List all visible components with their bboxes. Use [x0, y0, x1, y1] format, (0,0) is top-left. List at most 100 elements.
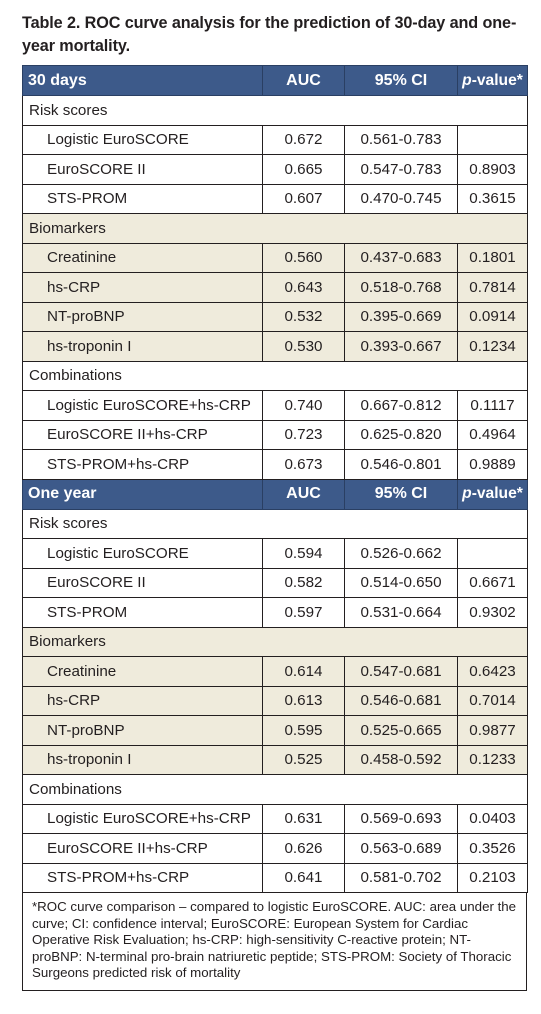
ci-header: 95% CI: [344, 65, 458, 96]
roc-table-body: 30 days AUC 95% CI p-value* Risk scores Logis…: [22, 65, 528, 893]
p-value: 0.7014: [457, 685, 528, 716]
ci-value: 0.437-0.683: [344, 242, 458, 273]
header-30-days: 30 days AUC 95% CI p-value*: [22, 65, 528, 96]
auc-value: 0.525: [262, 744, 345, 775]
p-italic: p: [462, 71, 472, 89]
table-row: Logistic EuroSCORE 0.672 0.561-0.783: [22, 124, 528, 155]
section-label: Risk scores: [22, 95, 528, 126]
table-row: STS-PROM 0.607 0.470-0.745 0.3615: [22, 183, 528, 214]
auc-value: 0.723: [262, 419, 345, 450]
predictor-name: NT-proBNP: [22, 715, 263, 746]
section-label: Biomarkers: [22, 213, 528, 244]
p-value: 0.1117: [457, 390, 528, 421]
predictor-name: hs-troponin I: [22, 744, 263, 775]
ci-value: 0.531-0.664: [344, 597, 458, 628]
section-row: Biomarkers: [22, 213, 528, 244]
section-row: Risk scores: [22, 95, 528, 126]
ci-value: 0.395-0.669: [344, 301, 458, 332]
ci-value: 0.546-0.681: [344, 685, 458, 716]
section-row: Combinations: [22, 360, 528, 391]
ci-value: 0.470-0.745: [344, 183, 458, 214]
table-row: NT-proBNP 0.595 0.525-0.665 0.9877: [22, 715, 528, 746]
p-value: 0.1233: [457, 744, 528, 775]
predictor-name: Logistic EuroSCORE: [22, 124, 263, 155]
p-value: 0.6671: [457, 567, 528, 598]
predictor-name: NT-proBNP: [22, 301, 263, 332]
table-row: EuroSCORE II+hs-CRP 0.723 0.625-0.820 0.496…: [22, 419, 528, 450]
ci-header: 95% CI: [344, 478, 458, 510]
table-row: Logistic EuroSCORE+hs-CRP 0.631 0.569-0.69…: [22, 803, 528, 834]
ci-value: 0.518-0.768: [344, 272, 458, 303]
auc-value: 0.597: [262, 597, 345, 628]
predictor-name: EuroSCORE II+hs-CRP: [22, 833, 263, 864]
header-one-year: One year AUC 95% CI p-value*: [22, 478, 528, 510]
predictor-name: EuroSCORE II: [22, 567, 263, 598]
table-row: EuroSCORE II 0.665 0.547-0.783 0.8903: [22, 154, 528, 185]
ci-value: 0.546-0.801: [344, 449, 458, 480]
p-value: 0.9889: [457, 449, 528, 480]
p-value-header: p-value*: [457, 478, 528, 510]
p-value-suffix: -value*: [471, 71, 523, 89]
auc-value: 0.595: [262, 715, 345, 746]
p-value: 0.9302: [457, 597, 528, 628]
predictor-name: Logistic EuroSCORE+hs-CRP: [22, 390, 263, 421]
predictor-name: STS-PROM: [22, 597, 263, 628]
ci-value: 0.547-0.681: [344, 656, 458, 687]
p-value: 0.2103: [457, 862, 528, 893]
predictor-name: hs-CRP: [22, 685, 263, 716]
p-value: 0.9877: [457, 715, 528, 746]
p-italic: p: [462, 485, 472, 502]
table-footnote: *ROC curve comparison – compared to logi…: [22, 893, 527, 991]
section-label: Combinations: [22, 360, 528, 391]
p-value: 0.0403: [457, 803, 528, 834]
predictor-name: STS-PROM: [22, 183, 263, 214]
auc-value: 0.665: [262, 154, 345, 185]
ci-value: 0.569-0.693: [344, 803, 458, 834]
ci-value: 0.514-0.650: [344, 567, 458, 598]
section-label: Biomarkers: [22, 626, 528, 657]
p-value: 0.6423: [457, 656, 528, 687]
auc-value: 0.740: [262, 390, 345, 421]
auc-header: AUC: [262, 478, 345, 510]
p-value: [457, 124, 528, 155]
section-row: Risk scores: [22, 508, 528, 539]
auc-value: 0.532: [262, 301, 345, 332]
ci-value: 0.458-0.592: [344, 744, 458, 775]
table-row: Logistic EuroSCORE+hs-CRP 0.740 0.667-0.81…: [22, 390, 528, 421]
ci-value: 0.526-0.662: [344, 538, 458, 569]
roc-table: 30 days AUC 95% CI p-value* Risk scores Logis…: [22, 65, 528, 893]
table-row: Creatinine 0.614 0.547-0.681 0.6423: [22, 656, 528, 687]
section-row: Biomarkers: [22, 626, 528, 657]
predictor-name: EuroSCORE II+hs-CRP: [22, 419, 263, 450]
predictor-name: hs-CRP: [22, 272, 263, 303]
ci-value: 0.561-0.783: [344, 124, 458, 155]
table-row: Creatinine 0.560 0.437-0.683 0.1801: [22, 242, 528, 273]
auc-value: 0.614: [262, 656, 345, 687]
p-value: 0.3526: [457, 833, 528, 864]
predictor-name: STS-PROM+hs-CRP: [22, 862, 263, 893]
ci-value: 0.563-0.689: [344, 833, 458, 864]
table-row: hs-CRP 0.613 0.546-0.681 0.7014: [22, 685, 528, 716]
auc-value: 0.594: [262, 538, 345, 569]
p-value: 0.1234: [457, 331, 528, 362]
p-value: 0.8903: [457, 154, 528, 185]
p-value: 0.4964: [457, 419, 528, 450]
auc-value: 0.582: [262, 567, 345, 598]
auc-header: AUC: [262, 65, 345, 96]
ci-value: 0.393-0.667: [344, 331, 458, 362]
predictor-name: hs-troponin I: [22, 331, 263, 362]
auc-value: 0.613: [262, 685, 345, 716]
period-header: 30 days: [22, 65, 263, 96]
auc-value: 0.607: [262, 183, 345, 214]
table-row: Logistic EuroSCORE 0.594 0.526-0.662: [22, 538, 528, 569]
ci-value: 0.525-0.665: [344, 715, 458, 746]
table-row: STS-PROM 0.597 0.531-0.664 0.9302: [22, 597, 528, 628]
table-row: EuroSCORE II+hs-CRP 0.626 0.563-0.689 0.352…: [22, 833, 528, 864]
ci-value: 0.667-0.812: [344, 390, 458, 421]
ci-value: 0.547-0.783: [344, 154, 458, 185]
p-value: 0.0914: [457, 301, 528, 332]
p-value: 0.3615: [457, 183, 528, 214]
section-row: Combinations: [22, 774, 528, 805]
ci-value: 0.625-0.820: [344, 419, 458, 450]
p-value-header: p-value*: [457, 65, 528, 96]
